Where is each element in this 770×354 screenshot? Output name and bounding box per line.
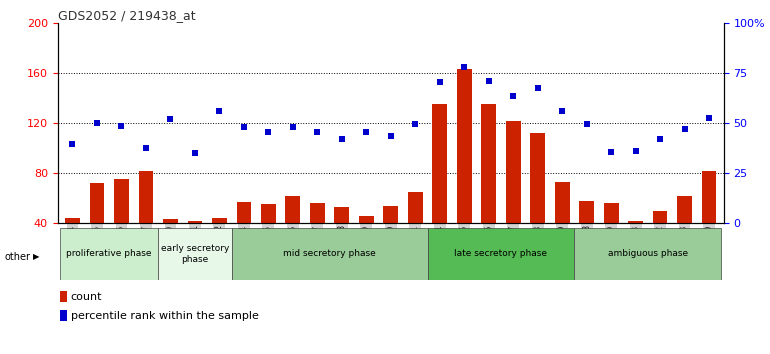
Bar bbox=[506, 120, 521, 273]
Point bbox=[336, 136, 348, 142]
Text: mid secretory phase: mid secretory phase bbox=[283, 250, 376, 258]
Text: late secretory phase: late secretory phase bbox=[454, 250, 547, 258]
Point bbox=[238, 124, 250, 130]
Point bbox=[678, 126, 691, 132]
Point bbox=[164, 116, 176, 122]
Point bbox=[581, 121, 593, 127]
Bar bbox=[65, 218, 80, 273]
Bar bbox=[114, 179, 129, 273]
Bar bbox=[574, 228, 721, 280]
Bar bbox=[481, 104, 496, 273]
Point bbox=[458, 64, 470, 70]
Text: ▶: ▶ bbox=[33, 252, 39, 261]
Point bbox=[630, 148, 642, 153]
Point bbox=[409, 121, 421, 127]
Bar bbox=[188, 221, 203, 273]
Text: proliferative phase: proliferative phase bbox=[66, 250, 152, 258]
Bar bbox=[531, 133, 545, 273]
Bar bbox=[579, 200, 594, 273]
Bar bbox=[383, 206, 398, 273]
Bar bbox=[158, 228, 232, 280]
Bar bbox=[60, 228, 158, 280]
Bar bbox=[163, 219, 178, 273]
Point bbox=[116, 123, 128, 129]
Point bbox=[360, 129, 373, 135]
Text: count: count bbox=[71, 292, 102, 302]
Bar bbox=[653, 211, 668, 273]
Point bbox=[262, 129, 274, 135]
Point bbox=[556, 108, 568, 113]
Bar bbox=[555, 182, 570, 273]
Text: early secretory
phase: early secretory phase bbox=[161, 244, 229, 264]
Bar bbox=[212, 218, 226, 273]
Bar bbox=[628, 221, 643, 273]
Point bbox=[286, 124, 299, 130]
Bar bbox=[310, 203, 325, 273]
Bar bbox=[408, 192, 423, 273]
Point bbox=[139, 145, 152, 151]
Text: GDS2052 / 219438_at: GDS2052 / 219438_at bbox=[58, 9, 196, 22]
Bar bbox=[89, 183, 104, 273]
Text: other: other bbox=[5, 252, 31, 262]
Point bbox=[213, 108, 226, 113]
Point bbox=[531, 85, 544, 91]
Point bbox=[483, 78, 495, 83]
Point bbox=[434, 79, 446, 85]
Bar bbox=[433, 104, 447, 273]
Bar bbox=[236, 202, 251, 273]
Point bbox=[605, 149, 618, 155]
Bar bbox=[139, 171, 153, 273]
Bar bbox=[701, 171, 716, 273]
Bar bbox=[678, 195, 692, 273]
Bar bbox=[457, 69, 471, 273]
Bar bbox=[261, 204, 276, 273]
Bar bbox=[604, 203, 618, 273]
Point bbox=[507, 93, 520, 98]
Bar bbox=[334, 207, 349, 273]
Bar bbox=[232, 228, 427, 280]
Text: ambiguous phase: ambiguous phase bbox=[608, 250, 688, 258]
Point bbox=[189, 150, 201, 156]
Bar bbox=[359, 216, 373, 273]
Bar bbox=[286, 195, 300, 273]
Point bbox=[91, 120, 103, 126]
Point bbox=[384, 133, 397, 138]
Text: percentile rank within the sample: percentile rank within the sample bbox=[71, 312, 259, 321]
Bar bbox=[427, 228, 574, 280]
Point bbox=[311, 129, 323, 135]
Point bbox=[703, 115, 715, 121]
Point bbox=[654, 136, 666, 142]
Point bbox=[66, 142, 79, 147]
